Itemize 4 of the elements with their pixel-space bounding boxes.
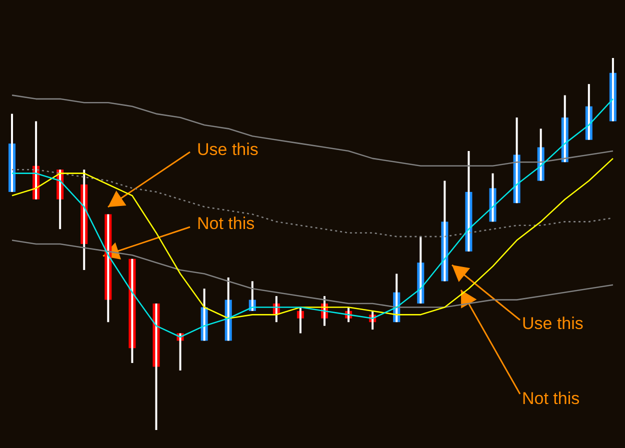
- annotation: Use this: [522, 314, 584, 333]
- annotation: Not this: [522, 389, 580, 408]
- annotation: Use this: [197, 140, 258, 159]
- annotation: Not this: [197, 214, 255, 233]
